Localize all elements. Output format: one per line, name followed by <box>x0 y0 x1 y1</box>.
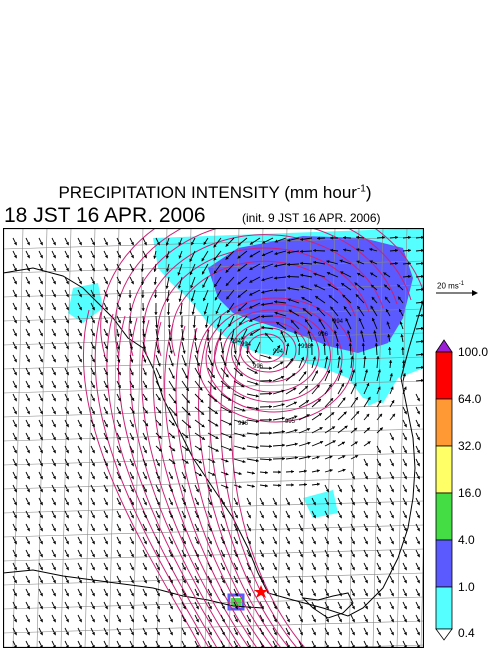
colorbar-segment <box>435 539 453 588</box>
colorbar-tick: 64.0 <box>458 392 482 406</box>
title-exponent: -1 <box>356 183 366 195</box>
contour-label: 996 <box>238 421 249 427</box>
location-marker <box>254 585 268 598</box>
contour-label: 996 <box>253 364 264 370</box>
contour-label: 998 <box>301 344 312 350</box>
title-close: ) <box>365 183 372 202</box>
colorbar-tick: 1.0 <box>458 580 475 594</box>
contour-label-group: 994 996 994 998 996 994 996 995 994 <box>231 319 344 427</box>
colorbar-tick: 4.0 <box>458 533 475 547</box>
colorbar-top-triangle <box>435 339 453 353</box>
reference-vector-text: 20 ms <box>437 281 459 291</box>
colorbar-segment <box>435 586 453 630</box>
wind-vectors <box>12 235 424 648</box>
colorbar-tick: 0.4 <box>458 626 475 640</box>
precip-light-small <box>68 283 103 323</box>
colorbar-segment <box>435 445 453 494</box>
colorbar-tick: 32.0 <box>458 439 482 453</box>
init-time: (init. 9 JST 16 APR. 2006) <box>242 211 381 225</box>
reference-vector-exponent: -1 <box>458 281 465 287</box>
contour-label: 994 <box>333 319 344 325</box>
contour-label: 995 <box>285 419 296 425</box>
colorbar-tick: 16.0 <box>458 486 482 500</box>
valid-time: 18 JST 16 APR. 2006 <box>4 204 206 227</box>
colorbar-bottom-triangle <box>435 628 453 641</box>
contour-label: 996 <box>318 332 329 338</box>
colorbar-segment <box>435 492 453 541</box>
contour-label: 994 <box>273 349 284 355</box>
colorbar <box>435 339 453 641</box>
colorbar-tick: 100.0 <box>458 345 489 359</box>
contour-label: 994 <box>231 339 242 345</box>
map-title: PRECIPITATION INTENSITY (mm hour-1) <box>0 183 430 203</box>
reference-vector-label: 20 ms-1 <box>437 281 464 291</box>
precipitation-map: 994 996 994 998 996 994 996 995 994 <box>3 228 424 648</box>
colorbar-segment <box>435 351 453 400</box>
title-text: PRECIPITATION INTENSITY (mm hour <box>58 183 357 202</box>
colorbar-segment <box>435 398 453 447</box>
contour-label: 994 <box>241 342 252 348</box>
reference-vector-arrow <box>436 290 478 296</box>
